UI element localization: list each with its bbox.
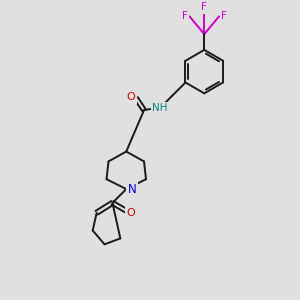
- Text: N: N: [128, 183, 136, 196]
- Text: F: F: [201, 2, 207, 13]
- Text: O: O: [127, 92, 136, 102]
- Text: F: F: [182, 11, 188, 21]
- Text: F: F: [221, 11, 227, 21]
- Text: O: O: [127, 208, 136, 218]
- Text: NH: NH: [152, 103, 168, 113]
